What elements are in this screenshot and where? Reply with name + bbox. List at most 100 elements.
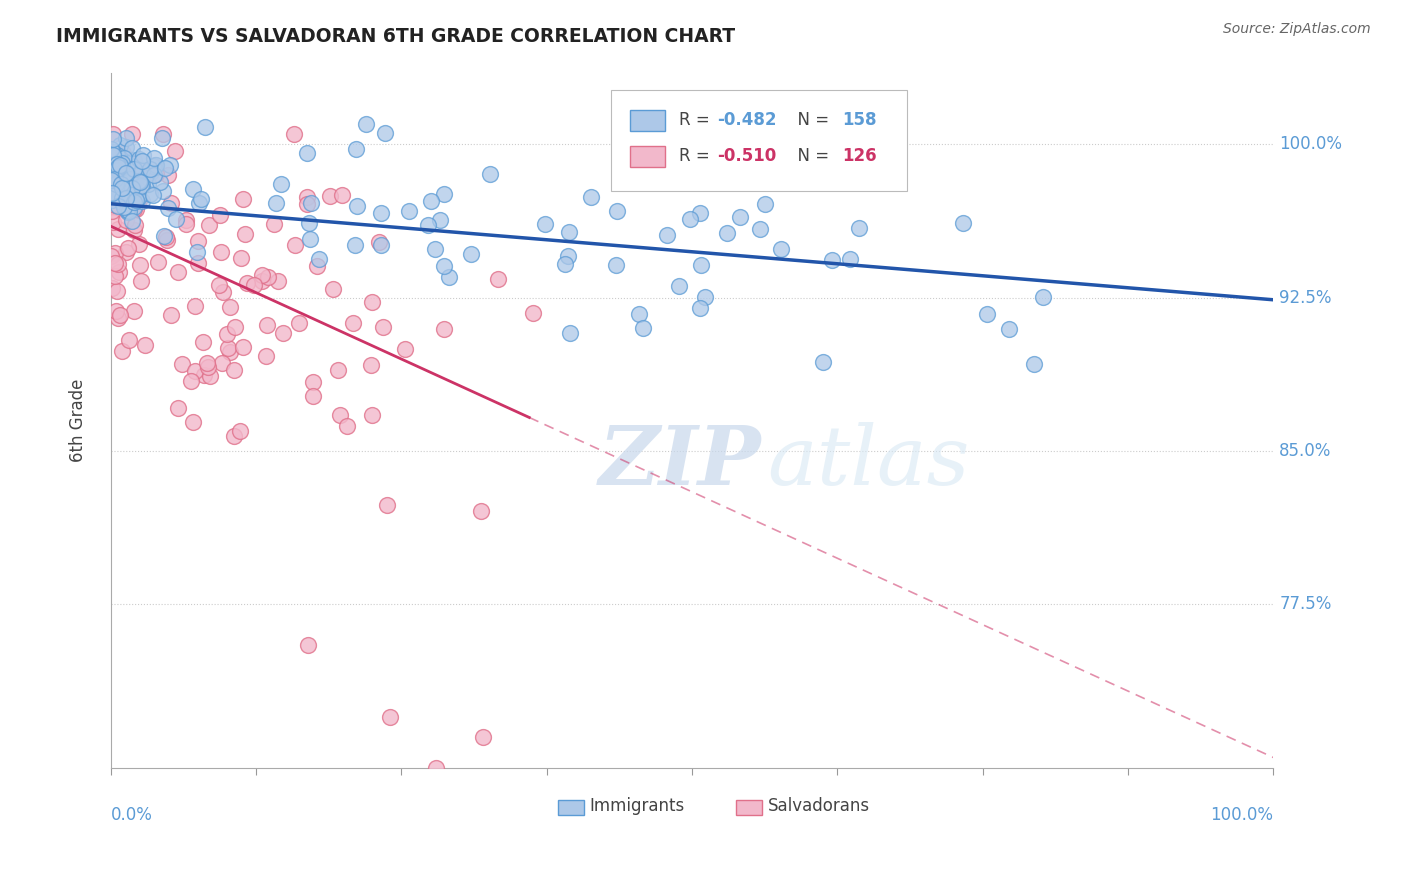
Point <box>110 161 132 176</box>
Point <box>100 186 122 201</box>
Point <box>165 212 187 227</box>
Point <box>142 188 165 202</box>
Point <box>104 246 127 260</box>
Point <box>121 128 143 142</box>
Point <box>121 181 143 195</box>
Point <box>112 200 135 214</box>
Text: 126: 126 <box>842 147 877 165</box>
Point <box>187 256 209 270</box>
Point <box>150 130 173 145</box>
Point <box>172 357 194 371</box>
Point <box>117 205 139 219</box>
Point <box>394 342 416 356</box>
Point <box>187 195 209 210</box>
Point <box>127 165 149 179</box>
Point <box>100 172 122 186</box>
Point <box>952 216 974 230</box>
Point <box>152 185 174 199</box>
Point <box>145 158 167 172</box>
Text: N =: N = <box>787 112 835 129</box>
Point <box>121 180 143 194</box>
Point <box>104 172 127 186</box>
Point <box>156 233 179 247</box>
Point <box>101 131 124 145</box>
Point <box>425 761 447 775</box>
Point <box>224 320 246 334</box>
Point <box>209 245 232 260</box>
Point <box>108 309 131 323</box>
Point <box>149 175 172 189</box>
Point <box>110 181 132 195</box>
Text: R =: R = <box>679 147 716 165</box>
Point <box>298 216 321 230</box>
Point <box>103 184 125 198</box>
Point <box>976 307 998 321</box>
Point <box>232 340 254 354</box>
Point <box>117 161 139 175</box>
Point <box>107 257 129 271</box>
Point <box>236 277 259 291</box>
Point <box>167 265 190 279</box>
Point <box>186 245 208 260</box>
Point <box>124 161 146 176</box>
Point <box>181 416 204 430</box>
Point <box>433 259 456 273</box>
Point <box>361 295 384 310</box>
Point <box>105 303 128 318</box>
Point <box>250 274 273 288</box>
Point <box>145 167 167 181</box>
Point <box>193 334 215 349</box>
Point <box>105 161 128 176</box>
Point <box>754 196 776 211</box>
Point <box>153 161 176 176</box>
Point <box>112 192 135 206</box>
Point <box>181 182 204 196</box>
Point <box>374 126 396 140</box>
Point <box>222 362 245 376</box>
Point <box>848 221 870 235</box>
FancyBboxPatch shape <box>610 90 907 191</box>
Point <box>270 177 292 191</box>
Point <box>813 355 835 369</box>
Point <box>104 256 127 270</box>
Text: N =: N = <box>787 147 835 165</box>
Point <box>129 178 152 193</box>
Point <box>107 184 129 198</box>
Point <box>360 359 382 373</box>
Point <box>115 131 138 145</box>
Point <box>115 155 138 169</box>
Point <box>429 212 451 227</box>
Point <box>103 178 125 193</box>
Point <box>110 138 132 153</box>
Point <box>716 226 738 240</box>
Point <box>114 165 136 179</box>
Point <box>101 215 124 229</box>
Point <box>198 218 221 232</box>
Point <box>378 709 401 723</box>
Point <box>160 196 183 211</box>
Point <box>101 179 124 194</box>
Point <box>218 345 240 359</box>
Text: IMMIGRANTS VS SALVADORAN 6TH GRADE CORRELATION CHART: IMMIGRANTS VS SALVADORAN 6TH GRADE CORRE… <box>56 27 735 45</box>
Point <box>101 148 124 162</box>
Point <box>211 356 233 370</box>
Point <box>370 206 392 220</box>
Point <box>190 192 212 206</box>
Point <box>117 168 139 182</box>
Point <box>127 191 149 205</box>
Point <box>112 150 135 164</box>
Point <box>104 188 127 202</box>
Point <box>217 326 239 341</box>
Point <box>375 498 398 512</box>
Point <box>132 147 155 161</box>
Point <box>232 192 254 206</box>
Point <box>101 128 124 142</box>
Point <box>122 223 145 237</box>
Point <box>728 210 751 224</box>
Point <box>284 238 307 252</box>
Point <box>103 161 125 175</box>
Point <box>122 202 145 216</box>
Point <box>184 364 207 378</box>
Point <box>159 158 181 172</box>
Point <box>107 172 129 186</box>
